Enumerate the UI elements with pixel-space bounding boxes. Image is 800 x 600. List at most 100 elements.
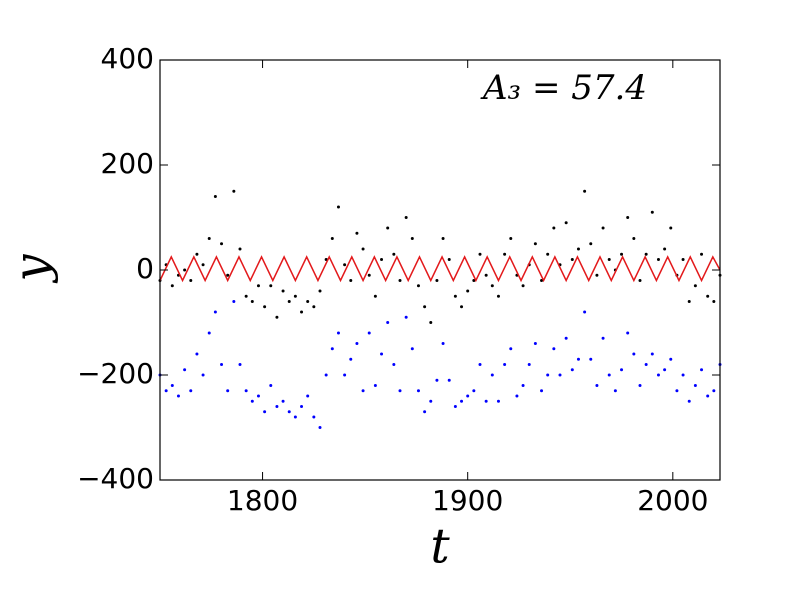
data-point xyxy=(607,258,611,261)
data-point xyxy=(681,373,685,377)
data-point xyxy=(546,252,550,256)
data-point xyxy=(601,226,605,230)
data-point xyxy=(700,252,704,256)
data-point xyxy=(275,405,279,408)
data-point xyxy=(183,268,187,272)
data-point xyxy=(287,410,291,414)
data-point xyxy=(386,226,390,230)
data-point xyxy=(263,410,267,414)
data-point xyxy=(503,363,507,366)
data-point xyxy=(583,189,587,193)
y-tick-label: 400 xyxy=(101,42,154,75)
data-point xyxy=(613,389,617,393)
data-point xyxy=(546,373,550,377)
data-point xyxy=(410,237,414,240)
data-point xyxy=(675,389,679,393)
data-point xyxy=(201,373,205,377)
data-point xyxy=(583,310,587,314)
data-point xyxy=(336,331,340,335)
data-point xyxy=(607,373,611,377)
data-point xyxy=(540,389,544,393)
data-point xyxy=(576,357,580,361)
data-point xyxy=(441,342,445,345)
data-point xyxy=(367,331,371,335)
data-point xyxy=(521,284,525,288)
data-point xyxy=(380,258,384,261)
data-point xyxy=(373,384,377,387)
data-point xyxy=(712,300,716,303)
data-point xyxy=(201,263,205,267)
data-point xyxy=(466,394,470,398)
data-point xyxy=(552,347,556,351)
data-point xyxy=(663,368,667,372)
data-point xyxy=(306,394,310,398)
data-point xyxy=(423,305,427,309)
data-point xyxy=(256,394,260,398)
data-point xyxy=(669,357,673,361)
data-point xyxy=(373,294,377,298)
data-point xyxy=(669,226,673,230)
data-point xyxy=(300,310,304,314)
data-point xyxy=(318,426,322,429)
data-point xyxy=(626,331,630,335)
data-point xyxy=(435,378,439,382)
data-point xyxy=(287,300,291,303)
data-point xyxy=(195,252,199,256)
data-point xyxy=(650,210,654,214)
data-point xyxy=(490,373,494,377)
data-point xyxy=(423,410,427,414)
x-tick-label: 2000 xyxy=(637,484,708,517)
data-point xyxy=(176,394,180,398)
data-point xyxy=(386,321,390,324)
data-point xyxy=(638,279,642,282)
data-point xyxy=(189,279,193,282)
data-point xyxy=(533,342,537,345)
data-point xyxy=(712,389,716,393)
data-point xyxy=(644,252,648,256)
data-point xyxy=(312,305,316,309)
data-point xyxy=(656,373,660,377)
data-point xyxy=(238,247,242,251)
data-point xyxy=(429,399,433,403)
data-point xyxy=(306,300,310,303)
data-point xyxy=(466,289,470,293)
data-point xyxy=(226,389,230,393)
data-point xyxy=(435,279,439,282)
data-point xyxy=(336,205,340,209)
data-point xyxy=(576,247,580,251)
data-point xyxy=(687,399,691,403)
data-point xyxy=(281,399,285,403)
data-point xyxy=(189,389,193,393)
data-point xyxy=(207,331,211,335)
data-point xyxy=(232,300,236,303)
data-point xyxy=(589,242,593,246)
data-point xyxy=(472,389,476,393)
data-point xyxy=(398,279,402,282)
data-point xyxy=(404,315,408,319)
data-point xyxy=(404,216,408,219)
data-point xyxy=(687,300,691,303)
data-point xyxy=(570,368,574,372)
data-point xyxy=(496,294,500,298)
data-point xyxy=(349,357,353,361)
data-point xyxy=(293,294,297,298)
data-point xyxy=(638,384,642,387)
data-point xyxy=(663,247,667,251)
data-point xyxy=(632,237,636,240)
data-point xyxy=(484,273,488,277)
data-point xyxy=(693,384,697,387)
data-point xyxy=(656,258,660,261)
data-point xyxy=(552,226,556,230)
data-point xyxy=(392,252,396,256)
data-point xyxy=(213,195,217,198)
data-point xyxy=(343,263,347,267)
data-point xyxy=(478,363,482,366)
data-point xyxy=(650,352,654,356)
data-point xyxy=(626,216,630,219)
data-point xyxy=(453,294,457,298)
data-point xyxy=(355,231,359,235)
data-point xyxy=(416,389,420,393)
data-point xyxy=(484,399,488,403)
data-point xyxy=(330,347,334,351)
data-point xyxy=(195,352,199,356)
